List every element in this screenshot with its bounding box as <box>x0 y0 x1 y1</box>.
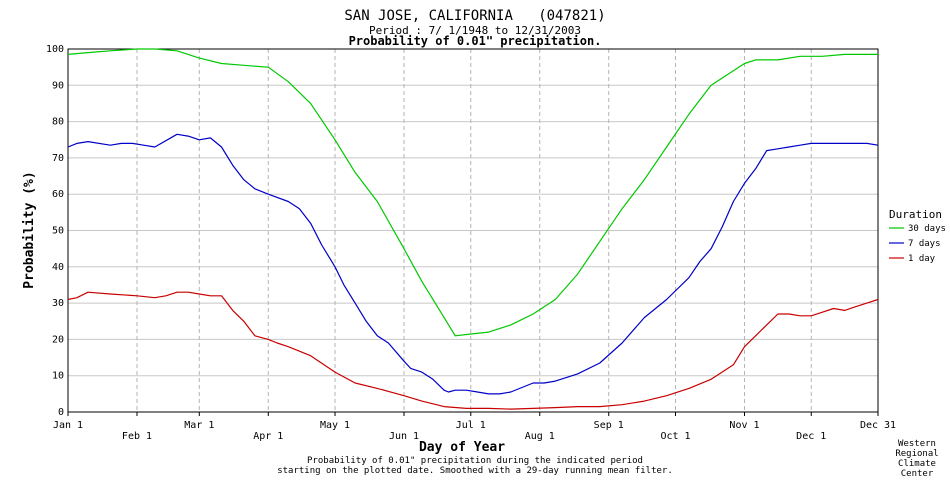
y-tick-label: 40 <box>52 262 64 273</box>
footnote-line-1: Probability of 0.01" precipitation durin… <box>307 456 643 466</box>
legend-item-label: 7 days <box>908 239 941 249</box>
x-tick-label: Mar 1 <box>184 420 214 431</box>
x-tick-label: Apr 1 <box>253 431 283 442</box>
y-tick-label: 0 <box>58 407 64 418</box>
legend: Duration 30 days 7 days 1 day <box>889 208 946 264</box>
y-tick-label: 80 <box>52 117 64 128</box>
y-axis-label: Probability (%) <box>22 171 37 288</box>
y-tick-label: 70 <box>52 153 64 164</box>
x-axis-label: Day of Year <box>419 440 505 455</box>
x-tick-label: Jul 1 <box>456 420 486 431</box>
plot-frame <box>67 48 879 413</box>
x-tick-label: Sep 1 <box>594 420 624 431</box>
y-tick-label: 100 <box>46 44 64 55</box>
grid <box>68 49 878 412</box>
x-tick-label: Jan 1 <box>53 420 83 431</box>
credit-block: Western Regional Climate Center <box>895 439 938 479</box>
footnote-line-2: starting on the plotted date. Smoothed w… <box>277 466 673 476</box>
credit-line-2: Regional <box>895 449 938 459</box>
x-tick-label: Dec 1 <box>796 431 826 442</box>
y-axis-ticks: 0 10 20 30 40 50 60 70 80 90 100 <box>46 44 64 418</box>
chart-title: SAN JOSE, CALIFORNIA (047821) <box>344 8 605 24</box>
x-tick-label: Oct 1 <box>660 431 690 442</box>
series-line-1-day <box>67 291 879 410</box>
credit-line-3: Climate <box>898 459 936 469</box>
y-tick-label: 10 <box>52 371 64 382</box>
legend-title: Duration <box>889 208 942 221</box>
x-tick-label: Jun 1 <box>389 431 419 442</box>
x-tick-label: Feb 1 <box>122 431 152 442</box>
series-layer <box>67 48 879 410</box>
y-tick-label: 30 <box>52 298 64 309</box>
y-tick-label: 20 <box>52 334 64 345</box>
x-tick-label: Nov 1 <box>729 420 759 431</box>
series-line-30-days <box>67 48 878 337</box>
legend-item-label: 30 days <box>908 224 946 234</box>
series-line-7-days <box>67 133 879 395</box>
y-tick-label: 60 <box>52 189 64 200</box>
y-tick-label: 90 <box>52 80 64 91</box>
chart-subtitle: Probability of 0.01" precipitation. <box>349 34 602 48</box>
x-axis-ticks: Jan 1 Feb 1 Mar 1 Apr 1 May 1 Jun 1 Jul 1 Aug 1… <box>53 412 896 442</box>
credit-line-1: Western <box>898 439 936 449</box>
x-tick-label: May 1 <box>320 420 350 431</box>
x-tick-label: Aug 1 <box>525 431 555 442</box>
legend-item-label: 1 day <box>908 254 936 264</box>
x-tick-label: Dec 31 <box>860 420 896 431</box>
credit-line-4: Center <box>901 469 934 479</box>
y-tick-label: 50 <box>52 226 64 237</box>
chart-period: Period : 7/ 1/1948 to 12/31/2003 <box>369 24 581 37</box>
